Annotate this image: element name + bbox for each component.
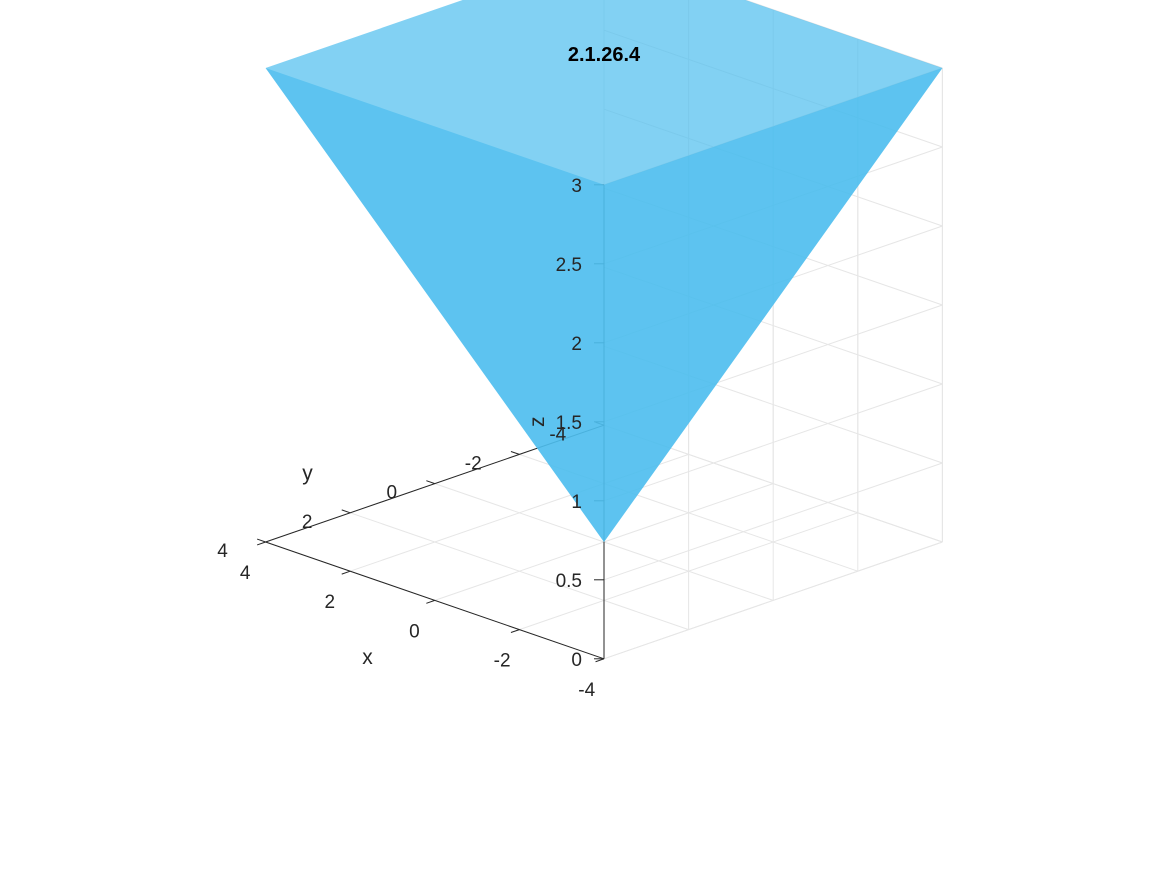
- x-tick-mark: [510, 629, 520, 633]
- x-tick-mark: [341, 570, 351, 575]
- label-layer: -4 -2 0 2 4 -4 -2 0 2 4 0 0.5 1 1.5 2 2.5 3 x y z: [217, 176, 595, 701]
- wall-gridline-z: [603, 383, 943, 502]
- chart-title: 2.1.26.4: [568, 44, 641, 66]
- surface-face-2: [604, 0, 943, 542]
- x-tick-label: 0: [409, 621, 420, 642]
- x-tick-label: 4: [240, 563, 251, 584]
- x-tick-label: 2: [324, 592, 335, 613]
- wall-gridline-z: [603, 541, 943, 660]
- x-tick-mark: [426, 599, 435, 604]
- z-tick-label: 3: [571, 176, 582, 197]
- x-tick-mark: [256, 541, 266, 546]
- y-tick-label: -4: [549, 424, 566, 445]
- surface-face-3: [265, 0, 604, 542]
- z-tick-label: 1: [571, 492, 582, 513]
- z-tick-label: 0: [571, 650, 582, 671]
- floor-gridline-y: [350, 512, 689, 631]
- z-axis-label: z: [526, 417, 549, 428]
- x-tick-label: -2: [494, 651, 511, 672]
- y-tick-label: 4: [217, 541, 228, 562]
- y-tick-mark: [256, 538, 266, 543]
- y-axis-label: y: [302, 462, 313, 485]
- z-tick-label: 2: [571, 334, 582, 355]
- wall-gridline-z: [603, 462, 943, 581]
- x-axis-label: x: [362, 646, 373, 669]
- x-tick-label: -4: [578, 680, 595, 701]
- y-tick-label: 0: [386, 483, 397, 504]
- y-tick-label: 2: [302, 512, 313, 533]
- z-tick-label: 2.5: [556, 255, 582, 276]
- y-tick-mark: [426, 480, 435, 485]
- z-tick-label: 1.5: [556, 413, 582, 434]
- z-tick-label: 0.5: [556, 571, 582, 592]
- surface-layer: [265, 0, 943, 542]
- y-tick-mark: [510, 451, 520, 455]
- y-tick-label: -2: [465, 453, 482, 474]
- y-tick-mark: [341, 509, 351, 514]
